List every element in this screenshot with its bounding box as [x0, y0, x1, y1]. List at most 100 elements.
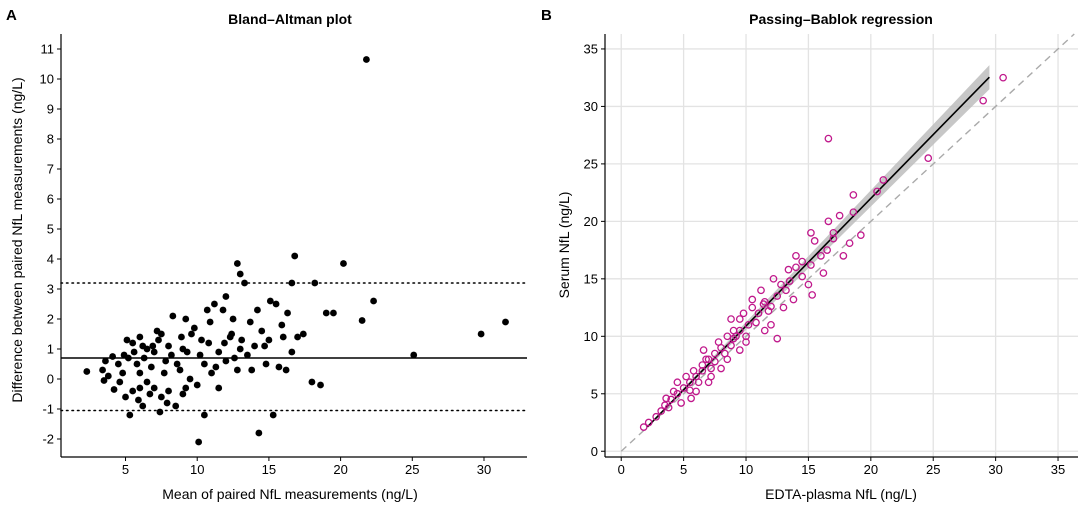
data-point — [754, 309, 763, 318]
data-point — [686, 378, 694, 387]
data-point — [226, 333, 234, 341]
data-point — [924, 154, 933, 162]
data-point — [748, 295, 757, 304]
data-point — [299, 330, 307, 338]
data-point — [720, 349, 729, 358]
data-point — [819, 269, 828, 277]
data-point — [798, 257, 807, 266]
data-point — [673, 378, 682, 387]
data-point — [773, 334, 782, 343]
data-point — [652, 412, 661, 421]
data-point — [502, 318, 509, 326]
data-point — [673, 389, 682, 398]
data-point — [211, 300, 218, 308]
data-point — [275, 363, 283, 371]
data-point — [699, 346, 708, 354]
data-point — [140, 354, 148, 362]
y-tick-label: 8 — [47, 132, 54, 147]
y-tick-label: 2 — [47, 312, 54, 327]
data-point — [176, 366, 184, 374]
passing-bablok-x-label: EDTA-plasma NfL (ng/L) — [765, 486, 917, 502]
data-point — [169, 312, 177, 320]
identity-line — [620, 33, 1075, 452]
data-point — [845, 239, 854, 248]
data-point — [100, 377, 108, 384]
data-point — [692, 387, 700, 396]
data-point — [288, 279, 296, 287]
passing-bablok-title: Passing–Bablok regression — [749, 11, 933, 27]
y-tick-label: 25 — [584, 156, 598, 171]
data-point — [704, 378, 713, 387]
data-point — [698, 366, 707, 375]
data-point — [212, 363, 220, 371]
data-point — [735, 326, 744, 335]
data-point — [265, 336, 273, 344]
x-tick-label: 15 — [262, 462, 276, 477]
data-point — [849, 191, 858, 199]
data-point — [157, 330, 165, 338]
passing-bablok-grid — [605, 34, 1078, 457]
data-point — [110, 386, 118, 393]
data-point — [233, 260, 241, 267]
data-point — [785, 277, 794, 285]
passing-bablok-y-label: Serum NfL (ng/L) — [556, 192, 572, 299]
data-point — [139, 402, 147, 410]
data-point — [139, 342, 147, 350]
data-point — [236, 345, 244, 353]
data-point — [278, 321, 286, 329]
data-point — [294, 333, 301, 341]
data-point — [698, 361, 707, 369]
data-point — [789, 295, 798, 304]
x-tick-label: 0 — [618, 462, 625, 477]
x-tick-label: 30 — [477, 462, 491, 477]
data-point — [160, 369, 168, 377]
data-point — [129, 387, 137, 395]
data-point — [99, 366, 106, 374]
data-point — [311, 279, 319, 287]
data-point — [823, 246, 831, 254]
data-point — [258, 327, 266, 335]
data-point — [83, 368, 91, 375]
data-point — [102, 357, 109, 365]
data-point — [839, 251, 848, 260]
data-point — [784, 265, 793, 274]
data-point — [777, 280, 785, 289]
data-point — [707, 364, 715, 373]
passing-bablok-ticks: 0 5 10 15 20 25 30 35 0 5 10 15 20 25 30 35 — [584, 41, 1066, 477]
data-point — [165, 387, 172, 395]
data-point — [817, 251, 825, 260]
data-point — [804, 280, 813, 289]
data-point — [116, 378, 124, 386]
data-point — [178, 333, 185, 341]
y-tick-label: 9 — [47, 102, 54, 117]
data-point — [150, 348, 158, 356]
y-tick-label: 20 — [584, 214, 598, 229]
data-point — [689, 366, 698, 375]
data-point — [120, 351, 128, 359]
data-point — [807, 229, 815, 237]
y-tick-label: 0 — [591, 444, 598, 459]
data-point — [163, 399, 171, 407]
data-point — [123, 336, 131, 344]
data-point — [282, 366, 290, 374]
data-point — [215, 348, 223, 356]
data-point — [999, 73, 1007, 82]
data-point — [291, 252, 299, 260]
data-point — [284, 309, 291, 317]
data-point — [769, 274, 778, 283]
data-point — [179, 390, 187, 398]
y-tick-label: 6 — [47, 192, 54, 207]
data-point — [717, 364, 725, 373]
data-point — [702, 355, 710, 364]
data-point — [370, 297, 377, 305]
data-point — [255, 429, 263, 437]
x-tick-label: 5 — [122, 462, 129, 477]
data-point — [288, 348, 296, 356]
data-point — [710, 357, 719, 366]
data-point — [810, 237, 819, 245]
data-point — [156, 408, 164, 416]
data-point — [198, 336, 205, 344]
data-point — [266, 297, 274, 305]
y-tick-label: 10 — [584, 329, 598, 344]
x-tick-label: 15 — [801, 462, 815, 477]
